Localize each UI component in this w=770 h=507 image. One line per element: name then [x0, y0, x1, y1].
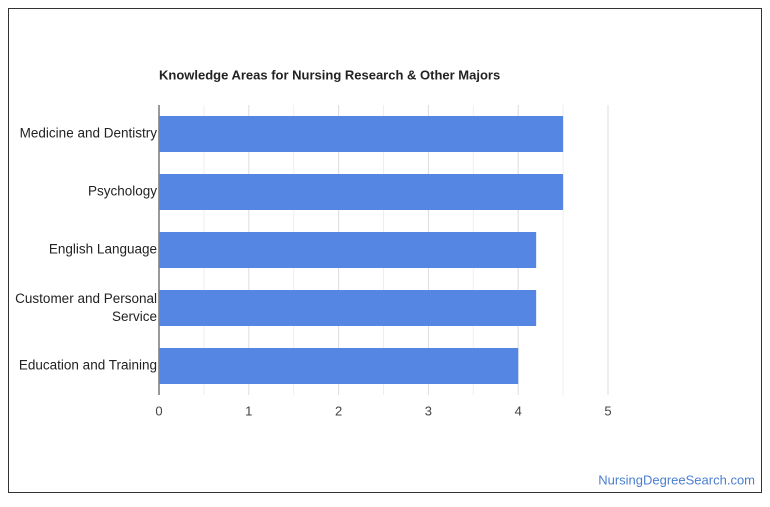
x-tick-label: 2	[335, 403, 342, 418]
y-tick-label: English Language	[49, 242, 157, 257]
bar	[159, 290, 537, 326]
y-tick-label: Education and Training	[19, 358, 157, 373]
y-tick-label: Customer and Personal Service	[15, 291, 157, 324]
bar	[159, 348, 519, 384]
bar	[159, 116, 564, 152]
x-tick-label: 1	[245, 403, 252, 418]
x-tick-label: 0	[155, 403, 162, 418]
bar	[159, 232, 537, 268]
y-tick-label: Psychology	[88, 184, 157, 199]
x-tick-label: 4	[515, 403, 522, 418]
footer-link[interactable]: NursingDegreeSearch.com	[598, 472, 755, 487]
bar	[159, 174, 564, 210]
x-tick-label: 3	[425, 403, 432, 418]
x-tick-label: 5	[604, 403, 611, 418]
chart-title: Knowledge Areas for Nursing Research & O…	[159, 67, 500, 82]
y-tick-label: Medicine and Dentistry	[20, 126, 158, 141]
